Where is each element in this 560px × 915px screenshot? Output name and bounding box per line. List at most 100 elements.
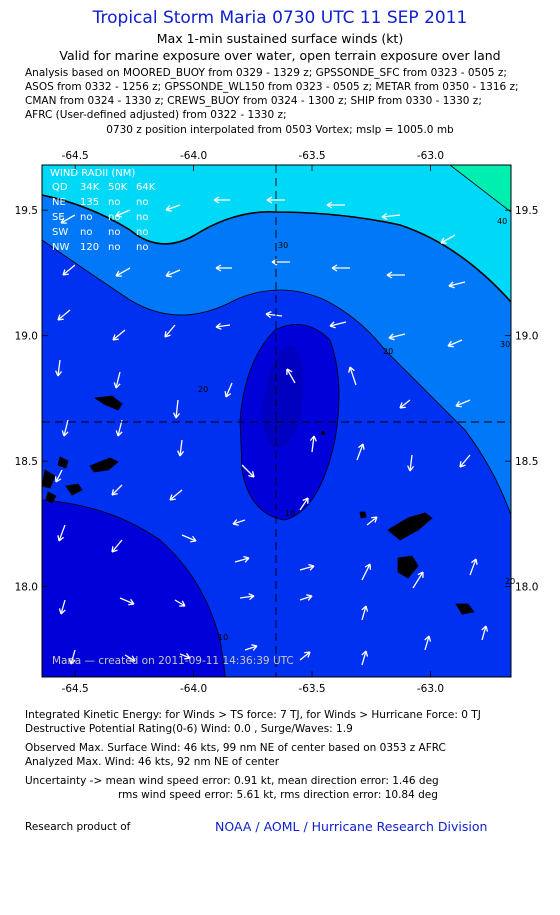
radii-cell: no — [108, 197, 120, 208]
plot-frame — [41, 164, 512, 678]
contour-fill-layer — [42, 165, 511, 677]
island-st-john — [41, 469, 56, 489]
wind-arrow — [481, 625, 489, 641]
radii-cell: no — [80, 212, 92, 223]
wind-arrow — [58, 599, 66, 615]
contour-label: 10 — [218, 633, 228, 642]
wind-arrows — [54, 196, 489, 666]
x-axis-bottom-labels: -64.5 -64.0 -63.5 -63.0 — [62, 683, 444, 695]
wind-arrow — [172, 399, 181, 419]
x-tick-label: -63.5 — [298, 683, 325, 695]
wind-arrow — [326, 201, 345, 209]
wind-arrow — [213, 196, 230, 204]
contour-label: 40 — [497, 217, 507, 226]
radii-cell: SE — [52, 212, 65, 223]
wind-arrow — [361, 605, 369, 621]
band-0-10-southwest — [42, 500, 225, 677]
wind-arrow — [55, 359, 63, 377]
wind-arrow — [115, 209, 131, 218]
y-tick-label: 19.5 — [15, 205, 38, 217]
wind-arrow — [455, 399, 471, 408]
wind-arrow — [412, 571, 424, 589]
radii-cell: NE — [52, 197, 66, 208]
island-culebra — [57, 456, 69, 469]
analysis-line: ASOS from 0332 - 1256 z; GPSSONDE_WL150 … — [25, 81, 519, 93]
wind-arrow — [266, 196, 285, 204]
wind-arrow — [386, 271, 405, 279]
wind-arrow — [265, 311, 283, 319]
wind-arrow — [232, 519, 246, 526]
wind-arrow — [177, 439, 185, 457]
wind-arrow — [331, 264, 350, 272]
island-nevis — [397, 555, 419, 579]
island-st-kitts — [387, 512, 433, 541]
wind-arrow — [61, 419, 69, 437]
contour-label: 20 — [505, 577, 515, 586]
uncertainty-line-2: rms wind speed error: 5.61 kt, rms direc… — [118, 789, 438, 801]
radii-cell: no — [136, 197, 148, 208]
wind-arrow — [57, 309, 71, 321]
wind-arrow — [244, 644, 258, 651]
wind-radii-table: WIND RADII (NM) QD 34K 50K 64K NE 135 no no SE no n… — [50, 168, 156, 253]
wind-arrow — [361, 563, 372, 581]
wind-arrow — [407, 454, 415, 472]
island-montserrat — [455, 603, 475, 615]
wind-arrow — [448, 281, 466, 289]
island-tortola — [65, 483, 83, 496]
y-tick-label: 19.0 — [15, 331, 38, 343]
wind-arrow — [309, 435, 317, 453]
wind-arrow — [399, 399, 411, 409]
radii-cell: no — [108, 242, 120, 253]
radii-header: 34K — [80, 182, 100, 193]
wind-arrow — [381, 212, 401, 221]
wind-arrow — [164, 324, 176, 338]
island-st-thomas — [89, 457, 119, 473]
analysis-line: CMAN from 0324 - 1330 z; CREWS_BUOY from… — [25, 95, 482, 107]
contour-label: 30 — [500, 340, 510, 349]
wind-arrow — [124, 654, 136, 662]
radii-header: QD — [52, 182, 68, 193]
dpr-line: Destructive Potential Rating(0-6) Wind: … — [25, 723, 353, 735]
wind-arrow — [440, 234, 456, 244]
radii-title: WIND RADII (NM) — [50, 168, 135, 179]
wind-arrow — [119, 597, 135, 606]
analysis-line: Analysis based on MOORED_BUOY from 0329 … — [25, 67, 507, 79]
radii-cell: no — [80, 227, 92, 238]
y-tick-label: 18.0 — [15, 582, 38, 594]
wind-arrow — [215, 264, 232, 272]
storm-center-crosshair — [42, 165, 511, 677]
wind-arrow — [60, 214, 76, 224]
islands — [41, 395, 475, 615]
wind-arrow — [169, 489, 183, 501]
radii-cell: no — [136, 227, 148, 238]
wind-arrow — [54, 469, 63, 483]
x-tick-label: -64.5 — [62, 150, 89, 162]
wind-arrow — [179, 652, 191, 660]
x-tick-label: -64.0 — [180, 150, 207, 162]
contour-labels: 10 10 20 20 20 30 30 40 — [198, 217, 515, 642]
position-note: 0730 z position interpolated from 0503 V… — [106, 124, 454, 136]
island-vieques — [93, 395, 123, 411]
contour-label: 10 — [285, 509, 295, 518]
chart-title: Tropical Storm Maria 0730 UTC 11 SEP 201… — [92, 8, 468, 28]
wind-arrow — [113, 371, 121, 389]
radii-cell: no — [108, 212, 120, 223]
y-tick-label: 18.5 — [515, 456, 538, 468]
radii-cell: no — [136, 242, 148, 253]
x-tick-label: -63.5 — [298, 150, 325, 162]
y-tick-label: 19.5 — [515, 205, 538, 217]
wind-arrow — [299, 497, 309, 511]
chart-subtitle: Max 1-min sustained surface winds (kt) — [156, 31, 404, 46]
wind-arrow — [68, 649, 76, 665]
wind-arrow — [239, 593, 255, 601]
x-tick-label: -64.5 — [62, 683, 89, 695]
y-tick-label: 18.0 — [515, 582, 538, 594]
y-tick-label: 19.0 — [515, 331, 538, 343]
wind-arrow — [361, 650, 369, 666]
contour-label: 20 — [198, 385, 208, 394]
wind-arrow — [115, 267, 131, 277]
radii-cell: 135 — [80, 197, 99, 208]
wind-arrow — [286, 368, 296, 384]
wind-arrow — [234, 555, 250, 563]
wind-arrow — [115, 419, 123, 437]
